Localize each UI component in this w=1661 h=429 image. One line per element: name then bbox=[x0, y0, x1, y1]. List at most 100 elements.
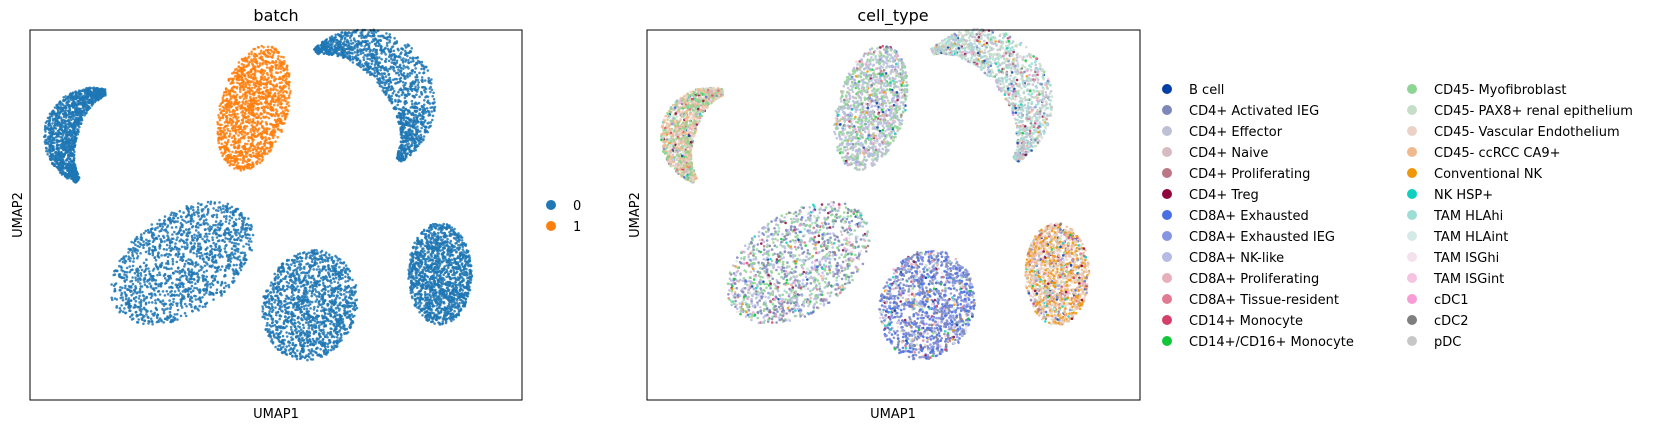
cell-point bbox=[124, 295, 128, 298]
cell-point bbox=[272, 51, 276, 54]
cell-point bbox=[403, 96, 407, 100]
cell-point bbox=[250, 111, 254, 115]
cell-point bbox=[230, 143, 233, 147]
cell-point bbox=[58, 101, 62, 104]
cell-point bbox=[145, 295, 149, 299]
cell-point bbox=[335, 49, 338, 52]
cell-point bbox=[78, 97, 82, 100]
cell-point bbox=[357, 34, 361, 38]
cell-point bbox=[379, 39, 383, 42]
cell-point bbox=[64, 97, 68, 100]
cell-point bbox=[259, 84, 263, 87]
cell-point bbox=[218, 127, 222, 130]
cell-point bbox=[228, 134, 231, 138]
cell-point bbox=[253, 134, 257, 138]
cell-point bbox=[400, 73, 404, 77]
cell-point bbox=[53, 106, 57, 109]
cell-point bbox=[138, 282, 142, 285]
cell-point bbox=[343, 50, 347, 53]
cell-point bbox=[285, 64, 289, 67]
cell-point bbox=[127, 251, 130, 254]
cell-point bbox=[241, 58, 244, 61]
cell-point bbox=[56, 157, 59, 161]
cell-point bbox=[272, 126, 275, 129]
cell-point bbox=[351, 41, 355, 45]
cell-point bbox=[403, 112, 406, 116]
cell-point bbox=[416, 121, 420, 124]
cell-point bbox=[99, 94, 102, 97]
cell-point bbox=[75, 117, 79, 120]
cell-point bbox=[63, 144, 66, 147]
cell-point bbox=[266, 45, 270, 49]
cell-point bbox=[49, 143, 52, 147]
cell-point bbox=[371, 67, 374, 71]
cell-point bbox=[74, 90, 77, 93]
cell-point bbox=[239, 90, 242, 93]
cell-point bbox=[279, 85, 282, 89]
cell-point bbox=[66, 169, 69, 172]
cell-point bbox=[336, 43, 340, 46]
cell-point bbox=[431, 106, 434, 109]
cell-point bbox=[274, 100, 277, 104]
cell-point bbox=[420, 63, 423, 66]
cell-point bbox=[268, 103, 272, 107]
cell-point bbox=[242, 88, 246, 91]
cell-point bbox=[215, 236, 219, 239]
cell-point bbox=[70, 139, 74, 142]
cell-point bbox=[321, 43, 324, 46]
cell-point bbox=[145, 258, 148, 262]
cell-point bbox=[196, 245, 200, 248]
cell-point bbox=[269, 122, 273, 126]
cell-point bbox=[201, 296, 204, 299]
cell-point bbox=[61, 138, 65, 142]
cell-point bbox=[237, 116, 240, 119]
cell-point bbox=[175, 313, 179, 316]
cell-point bbox=[248, 108, 251, 112]
cell-point bbox=[89, 100, 92, 103]
cell-point bbox=[402, 140, 405, 144]
cell-point bbox=[236, 167, 239, 170]
cell-point bbox=[400, 153, 403, 156]
cell-point bbox=[245, 242, 248, 246]
cell-point bbox=[392, 89, 396, 93]
cell-point bbox=[415, 132, 419, 136]
cell-point bbox=[269, 48, 273, 52]
cell-point bbox=[217, 139, 220, 142]
cell-point bbox=[245, 96, 248, 100]
cell-point bbox=[403, 126, 407, 129]
cell-point bbox=[287, 87, 291, 90]
cell-point bbox=[388, 53, 392, 57]
cell-point bbox=[206, 280, 209, 284]
cluster-upper-center bbox=[216, 44, 292, 172]
cell-point bbox=[234, 121, 238, 125]
cell-point bbox=[203, 293, 206, 296]
cell-point bbox=[368, 57, 372, 61]
cell-point bbox=[378, 65, 381, 69]
cell-point bbox=[224, 144, 228, 148]
cell-point bbox=[373, 42, 377, 46]
cell-point bbox=[280, 111, 283, 115]
cell-point bbox=[44, 142, 47, 145]
cell-point bbox=[51, 149, 55, 152]
cell-point bbox=[194, 282, 197, 286]
cell-point bbox=[351, 48, 355, 51]
cell-point bbox=[333, 45, 336, 48]
cell-point bbox=[165, 248, 168, 251]
cell-point bbox=[226, 154, 230, 158]
cell-point bbox=[78, 113, 82, 116]
cell-point bbox=[380, 50, 384, 53]
cell-point bbox=[276, 114, 280, 118]
cell-point bbox=[256, 116, 260, 120]
cell-point bbox=[282, 85, 285, 88]
cell-point bbox=[399, 129, 403, 133]
cell-point bbox=[279, 97, 282, 100]
cell-point bbox=[266, 48, 270, 52]
cell-point bbox=[235, 93, 239, 97]
cell-point bbox=[177, 253, 180, 256]
cell-point bbox=[137, 305, 140, 309]
cell-point bbox=[188, 227, 191, 231]
cell-point bbox=[133, 271, 137, 275]
cell-point bbox=[256, 121, 260, 124]
cell-point bbox=[359, 65, 363, 69]
cell-point bbox=[72, 159, 75, 162]
